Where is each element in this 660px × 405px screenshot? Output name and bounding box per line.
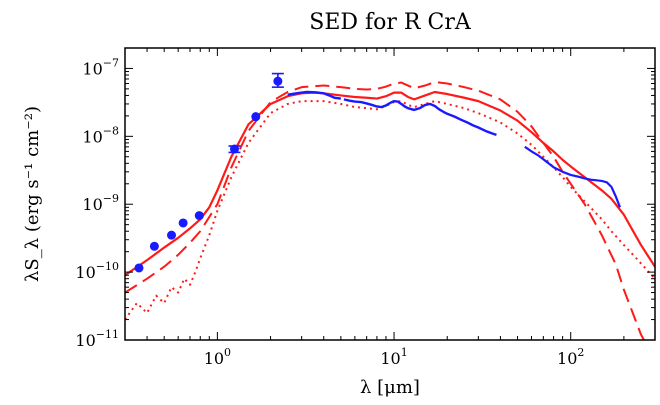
x-tick-labels: 100 101 102: [204, 346, 585, 368]
axis-ticks: [124, 47, 656, 341]
photometry-point: [194, 211, 204, 221]
photometry-point: [229, 144, 239, 154]
model-curve-dashed: [125, 81, 646, 340]
spectrum-nir: [287, 90, 342, 100]
model-curve-solid: [125, 90, 655, 277]
observed-data: [134, 72, 621, 273]
x-axis-label: λ [μm]: [360, 377, 420, 398]
model-curves: [125, 81, 655, 340]
spectrum-irs: [343, 98, 497, 137]
plot-frame: [124, 47, 656, 341]
spectrum-far-ir: [524, 145, 621, 208]
photometry-point: [251, 112, 261, 122]
photometry-point: [149, 241, 159, 251]
photometry-point: [178, 218, 188, 228]
photometry-point: [273, 76, 283, 86]
y-tick-label: 10−8: [82, 124, 119, 146]
x-tick-label: 101: [380, 346, 407, 368]
y-tick-label: 10−11: [75, 328, 119, 350]
photometry-point: [167, 230, 177, 240]
y-tick-label: 10−10: [75, 260, 119, 282]
y-tick-label: 10−9: [82, 192, 119, 214]
plot-area: [125, 72, 655, 340]
x-tick-label: 102: [557, 346, 584, 368]
model-curve-dotted: [125, 100, 655, 321]
y-tick-labels: 10−11 10−10 10−9 10−8 10−7: [75, 56, 119, 350]
chart-title: SED for R CrA: [309, 10, 472, 35]
y-axis-label: λS_λ (erg s⁻¹ cm⁻²): [22, 106, 43, 282]
photometry-point: [134, 263, 144, 273]
x-tick-label: 100: [204, 346, 231, 368]
y-tick-label: 10−7: [82, 56, 119, 78]
